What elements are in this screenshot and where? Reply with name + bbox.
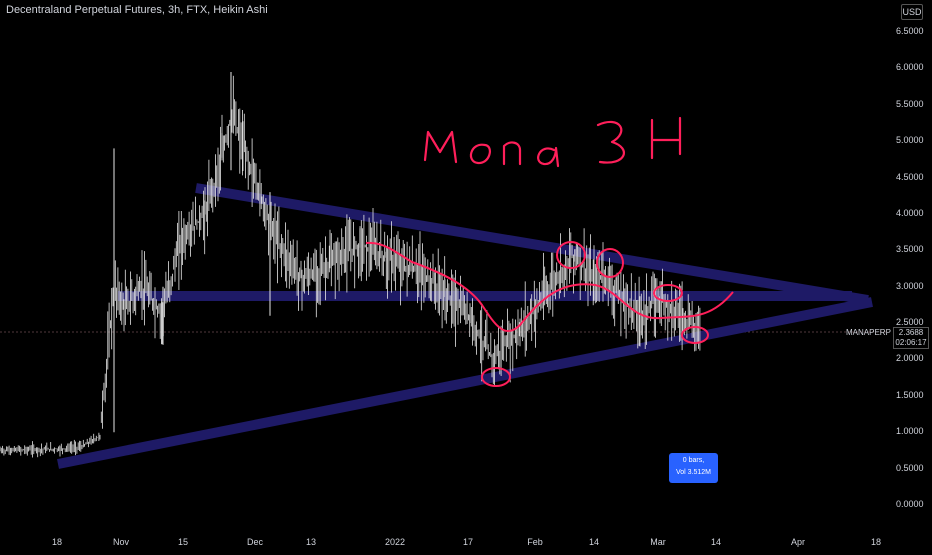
price-segment <box>301 236 330 318</box>
time-tick: Feb <box>527 537 543 547</box>
last-price-symbol: MANAPERP <box>846 328 891 337</box>
price-segment <box>231 75 243 176</box>
price-segment <box>444 269 471 347</box>
annotation-letter-o <box>469 143 491 165</box>
price-tick: 6.5000 <box>896 26 924 36</box>
price-segment <box>639 271 660 349</box>
circle-highlight-peak-2[interactable] <box>596 248 624 278</box>
price-segment <box>242 113 262 217</box>
currency-badge[interactable]: USD <box>901 4 923 20</box>
price-segment <box>99 287 114 440</box>
price-tick: 4.0000 <box>896 207 924 218</box>
price-segment <box>519 252 546 357</box>
circle-highlight-current[interactable] <box>681 326 709 344</box>
price-tick: 2.0000 <box>896 353 924 364</box>
time-tick: 15 <box>177 537 189 547</box>
last-price-box: 2.3688 02:06:17 <box>893 327 929 349</box>
price-tick: 1.0000 <box>896 426 924 437</box>
price-tick: 6.0000 <box>896 62 924 73</box>
time-tick: 18 <box>870 537 882 547</box>
time-tick: 18 <box>51 537 63 547</box>
price-series <box>0 72 701 458</box>
price-segment <box>329 214 361 300</box>
symbol-title[interactable]: Decentraland Perpetual Futures, 3h, FTX,… <box>6 4 268 16</box>
upper-trendline[interactable] <box>195 183 869 305</box>
price-tick: 0.0000 <box>896 499 924 509</box>
trendline-group <box>57 183 873 469</box>
circle-highlight-peak-1[interactable] <box>556 241 586 269</box>
circle-highlight-peak-3[interactable] <box>653 284 683 302</box>
annotation-digit-3 <box>596 120 625 164</box>
annotation-letter-m <box>423 130 458 164</box>
price-segment <box>616 271 640 349</box>
time-tick: Nov <box>112 537 130 547</box>
annotation-drawings <box>365 241 734 387</box>
measure-tooltip: 0 bars, Vol 3.512M <box>669 453 718 483</box>
price-segment <box>274 203 302 311</box>
bar-countdown: 02:06:17 <box>895 338 927 347</box>
time-tick: 14 <box>710 537 722 547</box>
price-segment <box>419 231 446 329</box>
time-tick: Dec <box>246 537 264 547</box>
price-tick: 5.0000 <box>896 135 924 146</box>
time-tick: Apr <box>790 537 806 547</box>
price-segment <box>123 269 142 332</box>
price-segment <box>59 439 82 457</box>
price-segment <box>491 308 520 386</box>
price-segment <box>469 298 492 382</box>
price-segment <box>0 441 61 458</box>
tooltip-bars: 0 bars, <box>682 457 705 464</box>
price-tick: 5.5000 <box>896 98 924 109</box>
annotation-letter-h <box>650 116 682 160</box>
time-tick: 17 <box>462 537 474 547</box>
price-segment <box>161 211 180 344</box>
price-tick: 4.5000 <box>896 171 924 182</box>
price-segment <box>81 432 100 450</box>
price-segment <box>359 208 386 282</box>
tooltip-volume: Vol 3.512M <box>675 469 712 476</box>
price-segment <box>602 242 617 327</box>
price-segment <box>221 102 232 163</box>
price-tick: 3.5000 <box>896 244 924 255</box>
annotation-letter-n <box>502 141 522 166</box>
price-tick: 1.5000 <box>896 389 924 400</box>
price-tick: 3.0000 <box>896 280 924 291</box>
price-segment <box>179 190 206 280</box>
last-price-value: 2.3688 <box>898 328 924 337</box>
time-tick: 13 <box>305 537 317 547</box>
price-tick: 0.5000 <box>896 462 924 473</box>
annotation-curve[interactable] <box>365 241 734 333</box>
annotation-letter-a <box>537 146 560 168</box>
price-tick: 2.5000 <box>896 317 924 328</box>
annotation-handwriting[interactable] <box>423 116 682 168</box>
price-segment <box>141 250 162 345</box>
circle-highlight-low[interactable] <box>481 367 511 387</box>
price-segment <box>204 126 223 237</box>
time-tick: 14 <box>588 537 600 547</box>
lower-trendline[interactable] <box>57 297 873 469</box>
time-tick: Mar <box>650 537 666 547</box>
time-tick: 2022 <box>384 537 406 547</box>
